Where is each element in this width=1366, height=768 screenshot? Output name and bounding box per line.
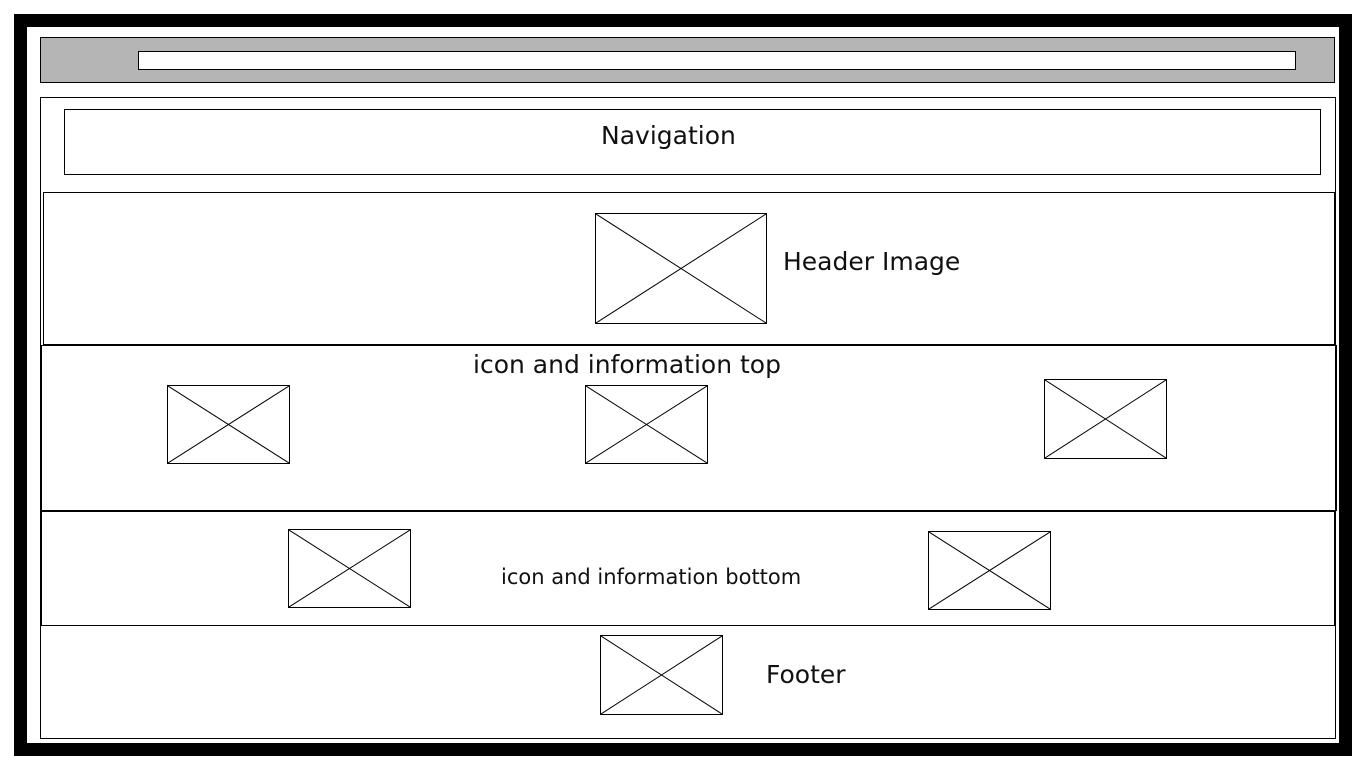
icon-info-top-section	[41, 345, 1337, 511]
top-right-image-placeholder-icon	[1044, 379, 1167, 459]
header-section	[43, 192, 1335, 345]
bottom-right-image-placeholder-icon	[928, 531, 1051, 610]
top-center-image-placeholder-icon	[585, 385, 708, 464]
icon-info-top-label: icon and information top	[473, 350, 781, 379]
navigation-bar[interactable]	[64, 109, 1321, 175]
top-left-image-placeholder-icon	[167, 385, 290, 464]
header-image-placeholder-icon	[595, 213, 767, 324]
address-bar-input[interactable]	[138, 51, 1296, 70]
navigation-label: Navigation	[601, 121, 736, 150]
wireframe-inner-border	[26, 26, 1340, 744]
header-image-label: Header Image	[783, 247, 961, 276]
footer-image-placeholder-icon	[600, 635, 723, 715]
footer-section	[40, 625, 1336, 739]
bottom-left-image-placeholder-icon	[288, 529, 411, 608]
icon-info-bottom-label: icon and information bottom	[501, 565, 802, 589]
footer-label: Footer	[766, 660, 846, 689]
